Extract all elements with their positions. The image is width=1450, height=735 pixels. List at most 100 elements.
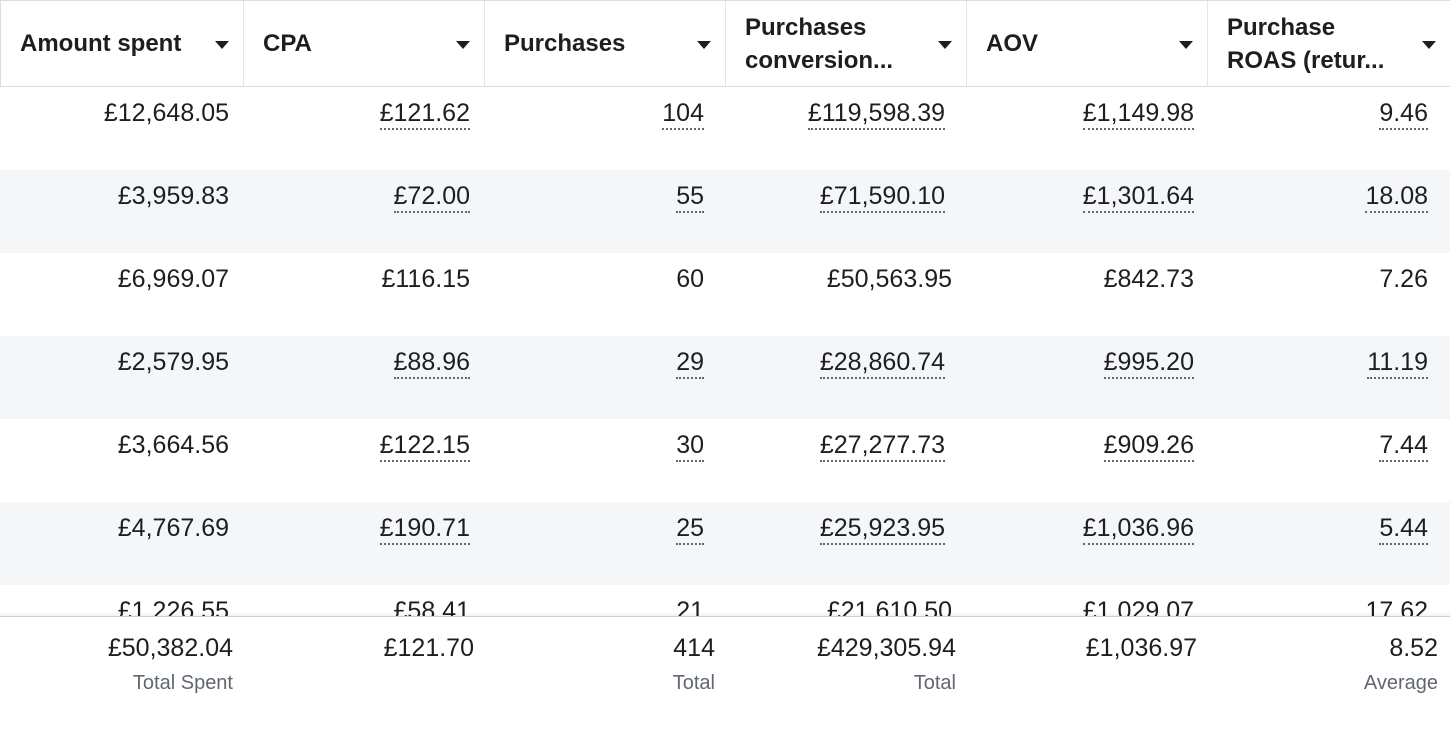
cell-purchases: 21	[676, 597, 704, 616]
metric-link[interactable]: 18.08	[1365, 182, 1428, 213]
column-header-label: Purchases	[504, 30, 626, 57]
metric-link[interactable]: 25	[676, 514, 704, 545]
cell-purchase-roas[interactable]: 11.19	[1367, 347, 1428, 379]
column-header-amount-spent[interactable]: Amount spent	[0, 1, 243, 86]
metric-link[interactable]: £909.26	[1103, 431, 1194, 462]
column-header-label: Purchases conversion...	[745, 13, 894, 74]
cell-purchases[interactable]: 55	[676, 181, 704, 213]
metric-link[interactable]: £190.71	[379, 514, 470, 545]
metric-link[interactable]: £71,590.10	[819, 182, 945, 213]
sort-caret-icon[interactable]	[1179, 41, 1193, 49]
cell-cpa[interactable]: £190.71	[379, 513, 470, 545]
metric-link[interactable]: £995.20	[1103, 348, 1194, 379]
total-value: £50,382.04	[107, 634, 233, 662]
total-cpa: £121.70	[384, 633, 474, 669]
cell-cpa[interactable]: £121.62	[379, 98, 470, 130]
total-value: £1,036.97	[1085, 634, 1197, 662]
column-header-label: Purchase ROAS (retur...	[1227, 13, 1385, 74]
cell-purchases-conversion[interactable]: £25,923.95	[819, 513, 945, 545]
table-row[interactable]: £3,664.56 £122.15 30 £27,277.73 £909.26 7.44	[0, 419, 1450, 502]
cell-amount-spent: £1,226.55	[117, 597, 229, 616]
table-row[interactable]: £6,969.07 £116.15 60 £50,563.95 £842.73 7.26	[0, 253, 1450, 336]
total-purchases-conversion: £429,305.94 Total	[817, 633, 956, 697]
cell-purchases-conversion[interactable]: £119,598.39	[807, 98, 945, 130]
metric-link[interactable]: 7.44	[1379, 431, 1428, 462]
cell-purchases: 60	[676, 265, 704, 293]
metric-link[interactable]: £121.62	[379, 99, 470, 130]
cell-purchases-conversion[interactable]: £71,590.10	[819, 181, 945, 213]
metric-link[interactable]: 55	[676, 182, 704, 213]
metric-link[interactable]: £72.00	[393, 182, 470, 213]
column-header-label: CPA	[263, 30, 312, 57]
sort-caret-icon[interactable]	[697, 41, 711, 49]
total-caption: Total	[672, 672, 715, 694]
column-header-label: Amount spent	[20, 30, 182, 57]
total-purchases: 414 Total	[673, 633, 715, 697]
column-header-purchase-roas[interactable]: Purchase ROAS (retur...	[1207, 1, 1450, 86]
column-header-aov[interactable]: AOV	[966, 1, 1207, 86]
cell-cpa: £58.41	[393, 597, 470, 616]
cell-purchase-roas[interactable]: 18.08	[1365, 181, 1428, 213]
cell-purchase-roas[interactable]: 7.44	[1379, 430, 1428, 462]
metric-link[interactable]: £1,036.96	[1082, 514, 1194, 545]
metric-link[interactable]: £122.15	[379, 431, 470, 462]
total-purchase-roas: 8.52 Average	[1364, 633, 1438, 697]
total-aov: £1,036.97	[1086, 633, 1197, 669]
total-caption: Average	[1363, 672, 1438, 694]
cell-purchase-roas: 7.26	[1379, 265, 1428, 293]
metric-link[interactable]: £27,277.73	[819, 431, 945, 462]
metric-link[interactable]: 5.44	[1379, 514, 1428, 545]
table-footer-totals: £50,382.04 Total Spent £121.70 414 Total…	[0, 616, 1450, 735]
table-row[interactable]: £4,767.69 £190.71 25 £25,923.95 £1,036.96 5.4…	[0, 502, 1450, 585]
metric-link[interactable]: £1,149.98	[1082, 99, 1194, 130]
table-row[interactable]: £3,959.83 £72.00 55 £71,590.10 £1,301.64 18.0…	[0, 170, 1450, 253]
cell-purchase-roas[interactable]: 5.44	[1379, 513, 1428, 545]
metric-link[interactable]: 29	[676, 348, 704, 379]
metric-link[interactable]: 30	[676, 431, 704, 462]
cell-amount-spent: £3,664.56	[117, 431, 229, 459]
cell-aov[interactable]: £909.26	[1103, 430, 1194, 462]
cell-amount-spent: £6,969.07	[117, 265, 229, 293]
cell-purchases-conversion[interactable]: £28,860.74	[819, 347, 945, 379]
cell-aov[interactable]: £1,036.96	[1082, 513, 1194, 545]
column-header-purchases-conversion[interactable]: Purchases conversion...	[725, 1, 966, 86]
metric-link[interactable]: £88.96	[393, 348, 470, 379]
cell-cpa: £116.15	[381, 265, 470, 293]
table-row[interactable]: £1,226.55 £58.41 21 £21,610.50 £1,029.07 17.6…	[0, 585, 1450, 616]
total-amount-spent: £50,382.04 Total Spent	[108, 633, 233, 697]
column-header-purchases[interactable]: Purchases	[484, 1, 725, 86]
cell-purchases[interactable]: 29	[676, 347, 704, 379]
column-header-label: AOV	[986, 30, 1039, 57]
cell-purchase-roas[interactable]: 9.46	[1379, 98, 1428, 130]
metric-link[interactable]: 104	[662, 99, 704, 130]
sort-caret-icon[interactable]	[1422, 41, 1436, 49]
cell-purchases[interactable]: 30	[676, 430, 704, 462]
table-row[interactable]: £12,648.05 £121.62 104 £119,598.39 £1,149.98…	[0, 87, 1450, 170]
column-header-cpa[interactable]: CPA	[243, 1, 484, 86]
cell-purchases[interactable]: 25	[676, 513, 704, 545]
cell-purchases-conversion[interactable]: £27,277.73	[819, 430, 945, 462]
table-row[interactable]: £2,579.95 £88.96 29 £28,860.74 £995.20 11.19	[0, 336, 1450, 419]
cell-amount-spent: £2,579.95	[117, 348, 229, 376]
metric-link[interactable]: £28,860.74	[819, 348, 945, 379]
sort-caret-icon[interactable]	[938, 41, 952, 49]
table-header: Amount spent CPA Purchases Purchases con…	[0, 0, 1450, 87]
total-caption: Total Spent	[132, 672, 233, 694]
sort-caret-icon[interactable]	[215, 41, 229, 49]
cell-cpa[interactable]: £122.15	[379, 430, 470, 462]
metric-link[interactable]: £25,923.95	[819, 514, 945, 545]
cell-aov[interactable]: £1,149.98	[1082, 98, 1194, 130]
sort-caret-icon[interactable]	[456, 41, 470, 49]
metric-link[interactable]: £119,598.39	[807, 99, 945, 130]
total-value: £429,305.94	[816, 634, 956, 662]
metric-link[interactable]: £1,301.64	[1082, 182, 1194, 213]
cell-aov[interactable]: £995.20	[1103, 347, 1194, 379]
cell-cpa[interactable]: £88.96	[393, 347, 470, 379]
total-value: £121.70	[383, 634, 474, 662]
metric-link[interactable]: 11.19	[1367, 348, 1428, 379]
metric-link[interactable]: 9.46	[1379, 99, 1428, 130]
cell-aov[interactable]: £1,301.64	[1082, 181, 1194, 213]
cell-purchases[interactable]: 104	[662, 98, 704, 130]
cell-cpa[interactable]: £72.00	[393, 181, 470, 213]
cell-amount-spent: £4,767.69	[117, 514, 229, 542]
